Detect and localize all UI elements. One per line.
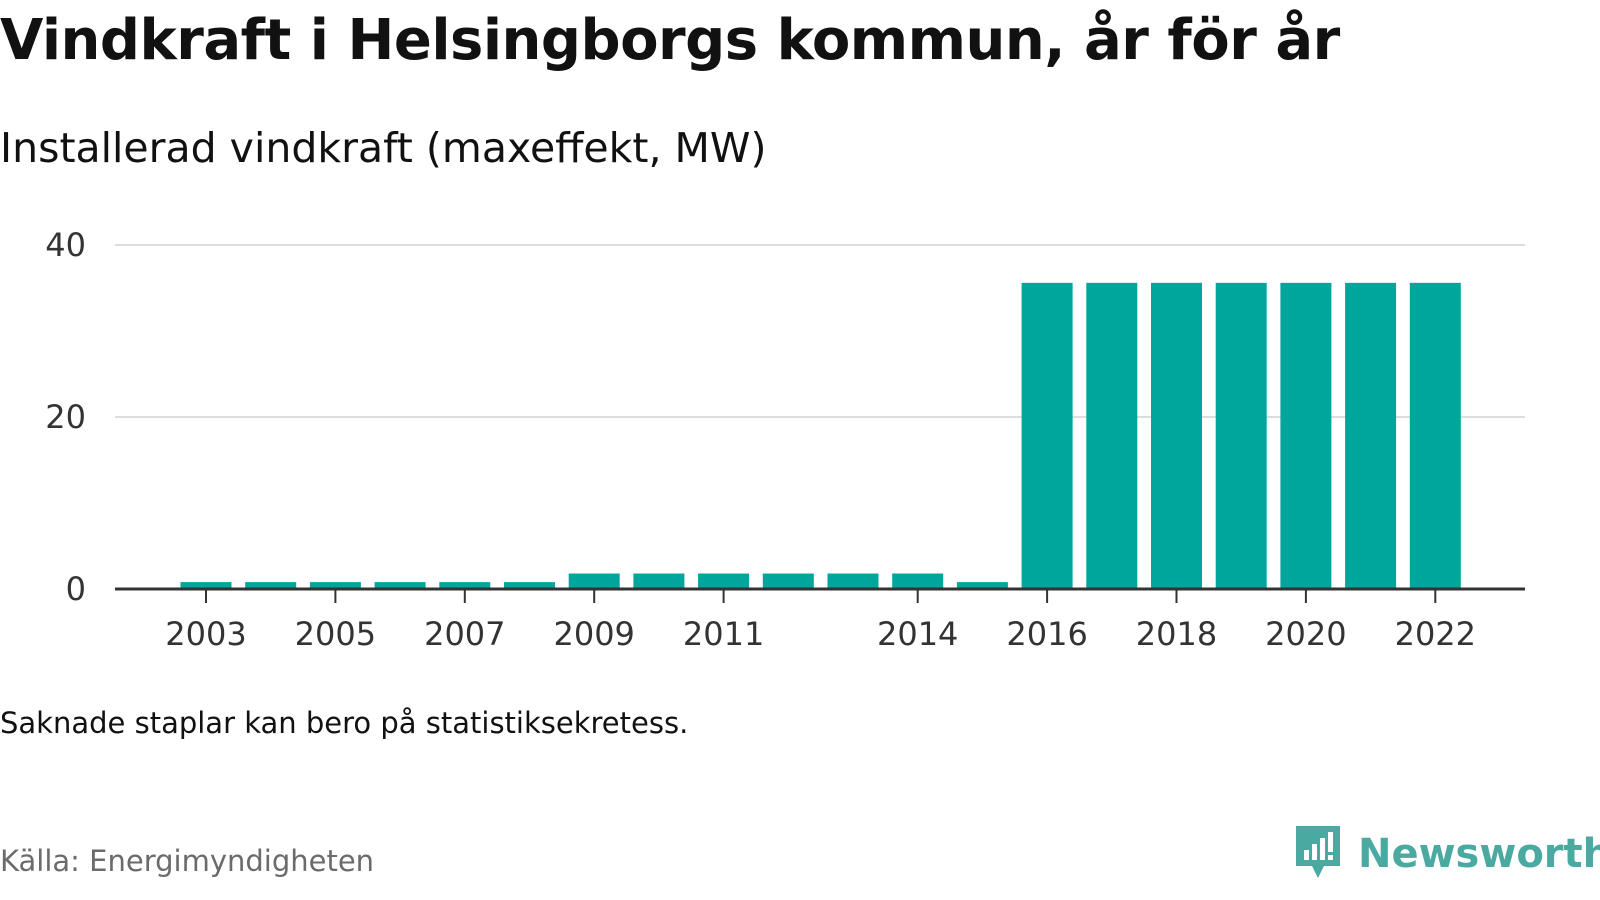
x-tick-label: 2022 — [1395, 615, 1476, 653]
bars — [180, 282, 1461, 589]
bar-2017 — [1086, 282, 1138, 589]
bar-2015 — [956, 582, 1008, 589]
bar-2011 — [698, 573, 750, 589]
y-tick-label: 0 — [66, 570, 86, 608]
bar-2009 — [568, 573, 620, 589]
y-tick-label: 20 — [45, 398, 86, 436]
x-tick-label: 2003 — [165, 615, 246, 653]
bar-2016 — [1021, 282, 1073, 589]
x-tick-label: 2014 — [877, 615, 958, 653]
source-label: Källa: Energimyndigheten — [0, 844, 375, 878]
bar-2003 — [180, 582, 232, 589]
bar-2010 — [633, 573, 685, 589]
x-tick-label: 2016 — [1006, 615, 1087, 653]
bar-2019 — [1215, 282, 1267, 589]
newsworthy-logo-icon — [1292, 822, 1344, 886]
axes: 0 20 40 2003 2005 2007 2009 2011 2014 2016 2018 202… — [45, 226, 1525, 653]
x-tick-label: 2007 — [424, 615, 505, 653]
bar-2014 — [892, 573, 944, 589]
y-tick-label: 40 — [45, 226, 86, 264]
bar-2005 — [309, 582, 361, 589]
bar-2006 — [374, 582, 426, 589]
footnote: Saknade staplar kan bero på statistiksek… — [0, 706, 689, 740]
bar-2022 — [1409, 282, 1461, 589]
bar-2021 — [1345, 282, 1397, 589]
bar-2018 — [1151, 282, 1202, 589]
bar-2013 — [827, 573, 879, 589]
x-tick-label: 2011 — [683, 615, 764, 653]
bar-chart: 0 20 40 2003 2005 2007 2009 2011 2014 2016 2018 202… — [45, 226, 1525, 653]
bar-2020 — [1280, 282, 1332, 589]
brand-logo: Newsworthy — [1292, 824, 1600, 884]
x-tick-label: 2020 — [1265, 615, 1346, 653]
bar-2008 — [504, 582, 555, 589]
x-tick-label: 2018 — [1136, 615, 1217, 653]
chart-title: Vindkraft i Helsingborgs kommun, år för … — [0, 8, 1340, 73]
bar-2004 — [245, 582, 297, 589]
x-tick-label: 2009 — [553, 615, 634, 653]
chart-subtitle: Installerad vindkraft (maxeffekt, MW) — [0, 124, 767, 172]
bar-2012 — [762, 573, 814, 589]
bar-2007 — [439, 582, 491, 589]
brand-name: Newsworthy — [1358, 831, 1600, 877]
x-tick-label: 2005 — [295, 615, 376, 653]
